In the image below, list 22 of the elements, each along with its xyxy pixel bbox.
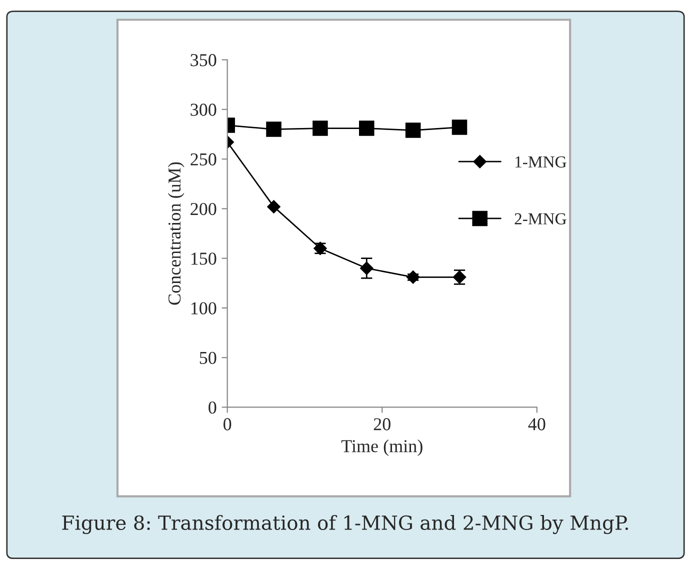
y-tick-label: 350 [190, 54, 216, 66]
y-tick-label: 100 [191, 302, 216, 314]
point [359, 120, 374, 136]
legend-label: 1-MNG [516, 156, 566, 168]
y-axis-title: Concentration (uM) [168, 162, 184, 305]
y-tick-label: 200 [190, 202, 216, 216]
y-tick-label: 50 [200, 352, 216, 364]
point [267, 200, 280, 214]
point [452, 120, 468, 135]
x-tick-label: 0 [224, 418, 232, 430]
y-tick-label: 300 [190, 104, 216, 116]
x-tick-label: 20 [374, 418, 390, 430]
x-tick-label: 40 [528, 418, 546, 430]
point [312, 120, 328, 136]
y-tick-label: 150 [191, 252, 216, 265]
point [405, 122, 421, 138]
caption: Figure 8: Transformation of 1-MNG and 2-MNG by MngP. [62, 514, 628, 534]
legend-label: 2-MNG [514, 213, 566, 224]
y-tick-label: 250 [190, 153, 216, 166]
y-tick-label: 0 [208, 401, 216, 414]
x-axis-title: Time (min) [341, 440, 422, 456]
point [266, 122, 282, 137]
